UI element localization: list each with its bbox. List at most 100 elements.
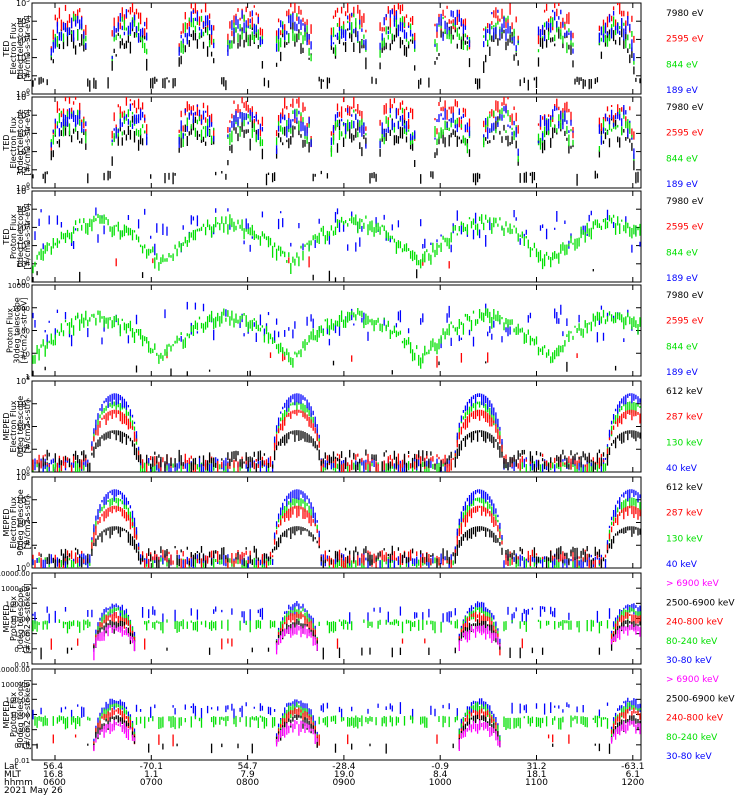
series-blue [32,601,641,652]
y-label-line: MEPED [2,413,11,441]
y-label-line: Proton Flux [9,692,18,737]
series-red [115,256,450,269]
y-tick-label: 103 [16,221,30,232]
legend-entry: 189 eV [666,368,699,378]
y-tick-label: 0.01 [14,661,30,669]
x-tick-label: 0600 [43,778,66,788]
legend: 7980 eV 2595 eV 844 eV 189 eV [666,9,704,96]
y-label-line: 90deg telescope [16,489,25,556]
panel-frame [31,284,642,377]
series-blue [32,489,641,568]
x-row-label: Lat [4,762,19,772]
y-tick-label: 10000 [8,282,30,290]
y-tick-label: 100 [16,562,30,573]
series-blue [50,103,635,159]
x-tick-label: 19.0 [334,770,354,780]
y-tick-label: 101 [16,164,30,175]
y-tick-label: 104 [16,517,30,528]
legend: 7980 eV 2595 eV 844 eV 189 eV [666,291,704,378]
y-label-line: Electron Flux [9,22,18,74]
x-tick-label: 54.7 [238,762,258,772]
x-tick-label: 18.1 [526,770,546,780]
x-tick-label: 1100 [525,778,548,788]
y-tick-label: 1000.00 [1,681,30,689]
y-tick-label: 1000 [12,305,30,313]
x-tick-label: -63.1 [621,762,644,772]
legend-entry: 80-240 keV [666,733,718,743]
y-label-line: MEPED [2,509,11,537]
legend: 612 keV 287 keV 130 keV 40 keV [666,483,703,570]
y-tick-label: 100 [16,88,30,99]
y-label-line: TED [2,228,11,245]
legend-entry: 7980 eV [666,291,704,301]
y-label-line: [#/cm2-s-str] [23,400,32,453]
legend-entry: > 6900 keV [666,675,720,685]
x-tick-label: 6.1 [626,770,640,780]
y-tick-label: 1.00 [14,727,30,735]
x-tick-label: -28.4 [332,762,356,772]
x-tick-label: 8.4 [433,770,448,780]
x-tick-label: 1.1 [144,770,158,780]
panel-frame [31,190,642,283]
legend-entry: 2595 eV [666,223,704,233]
legend-entry: 130 keV [666,438,703,448]
y-label-line: TED [2,134,11,151]
y-tick-label: 103 [16,33,30,44]
y-label-line: Proton Flux [9,596,18,641]
x-axis-table: Lat 56.4 -70.1 54.7 -28.4 -0.9 31.2 -63.1 MLT 16.… [4,762,645,796]
series-black [34,526,641,568]
y-tick-label: 105 [16,91,30,102]
x-tick-label: 0900 [332,778,355,788]
panel-7: 0.01 0.10 1.00 10.00 100.00 1000.00 10000.00 ME… [0,570,735,669]
y-label-line: [#/cm2-s-str-eV] [20,297,29,363]
legend-entry: 844 eV [666,342,699,352]
series-blue [32,301,639,349]
y-tick-label: 108 [16,375,30,386]
y-label-line: 90deg telescope [16,681,25,748]
legend-entry: 844 eV [666,60,699,70]
y-label-line: [#/cm2-s-str-eV] [23,203,32,269]
y-tick-label: 102 [16,443,30,454]
legend-entry: 2500-6900 keV [666,598,735,608]
series-black [36,714,641,754]
panel-frame [31,572,642,665]
y-tick-label: 100 [16,276,30,287]
y-label-line: MEPED [2,701,11,729]
y-tick-label: 1 [26,373,30,381]
y-label-line: 0deg telescope [16,206,25,267]
y-tick-label: 0.10 [14,742,30,750]
legend-entry: 612 keV [666,483,703,493]
y-tick-label: 102 [16,52,30,63]
panel-frame [31,380,642,473]
legend-entry: 80-240 keV [666,637,718,647]
series-black [32,269,594,282]
legend: > 6900 keV 2500-6900 keV 240-800 keV 80-240… [666,675,735,762]
y-label-line: MEPED [2,605,11,633]
y-label-line: Electron Flux [9,116,18,168]
y-label-line: 30deg telescope [13,297,22,364]
y-tick-label: 100 [16,466,30,477]
panel-8: 0.01 0.10 1.00 10.00 100.00 1000.00 10000.00 ME… [0,666,735,765]
series-green [32,308,641,369]
y-label-line: 0deg telescope [16,18,25,79]
y-tick-label: 100.00 [6,600,31,608]
legend-entry: 612 keV [666,387,703,397]
y-tick-label: 108 [16,471,30,482]
y-tick-label: 1.00 [14,631,30,639]
y-tick-label: 10000.00 [0,570,30,578]
y-tick-label: 104 [16,109,30,120]
x-tick-label: 0700 [140,778,163,788]
y-label-line: 0deg telescope [16,588,25,649]
y-label-line: 30deg telescope [16,109,25,176]
y-tick-label: 10.00 [10,712,30,720]
